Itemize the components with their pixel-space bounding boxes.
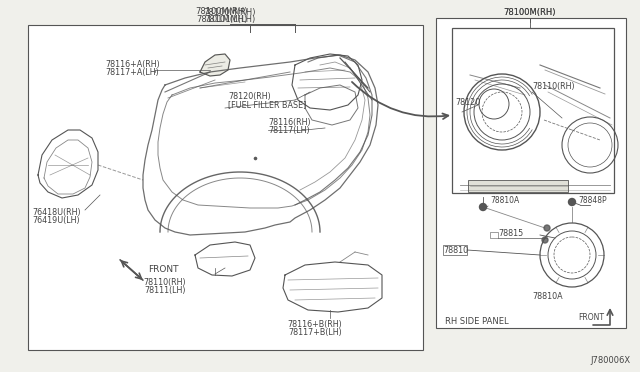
Bar	[436, 18, 626, 328]
Text: 78111(LH): 78111(LH)	[144, 286, 186, 295]
Circle shape	[479, 203, 486, 211]
Circle shape	[568, 199, 575, 205]
Circle shape	[544, 225, 550, 231]
Text: 78810A: 78810A	[490, 196, 519, 205]
Text: 76418U(RH): 76418U(RH)	[32, 208, 81, 217]
Text: 76419U(LH): 76419U(LH)	[32, 216, 79, 225]
Text: 78116+A(RH): 78116+A(RH)	[105, 60, 160, 69]
Bar	[468, 180, 568, 192]
Text: J780006X: J780006X	[590, 356, 630, 365]
Bar	[443, 245, 467, 255]
Text: 78116+B(RH): 78116+B(RH)	[287, 320, 342, 329]
Text: 78848P: 78848P	[578, 196, 607, 205]
Text: RH SIDE PANEL: RH SIDE PANEL	[445, 317, 509, 327]
Text: 78116(RH): 78116(RH)	[268, 118, 310, 127]
Text: 78117+A(LH): 78117+A(LH)	[105, 68, 159, 77]
Circle shape	[542, 237, 548, 243]
Text: 78100M(RH): 78100M(RH)	[504, 8, 556, 17]
Text: 78815: 78815	[498, 228, 524, 237]
Text: 78100M(RH): 78100M(RH)	[504, 8, 556, 17]
Text: 78100M(RH): 78100M(RH)	[196, 7, 248, 16]
Text: 78810: 78810	[443, 246, 468, 254]
Text: 78117(LH): 78117(LH)	[268, 126, 310, 135]
Text: 78101M(LH): 78101M(LH)	[196, 15, 248, 24]
Text: 78110(RH): 78110(RH)	[144, 278, 186, 287]
Text: FRONT: FRONT	[578, 314, 604, 323]
Text: 78120: 78120	[455, 98, 480, 107]
Text: 78120(RH): 78120(RH)	[228, 92, 271, 101]
Polygon shape	[200, 54, 230, 76]
Bar	[28, 25, 423, 350]
Text: 78110(RH): 78110(RH)	[532, 82, 575, 91]
Text: [FUEL FILLER BASE]: [FUEL FILLER BASE]	[228, 100, 307, 109]
Text: FRONT: FRONT	[148, 266, 179, 275]
Bar	[490, 232, 498, 238]
Bar	[452, 28, 614, 193]
Text: 78100M(RH): 78100M(RH)	[204, 8, 256, 17]
Text: 78101M(LH): 78101M(LH)	[204, 15, 255, 24]
Text: 78810A: 78810A	[532, 292, 563, 301]
Text: 78117+B(LH): 78117+B(LH)	[288, 328, 342, 337]
